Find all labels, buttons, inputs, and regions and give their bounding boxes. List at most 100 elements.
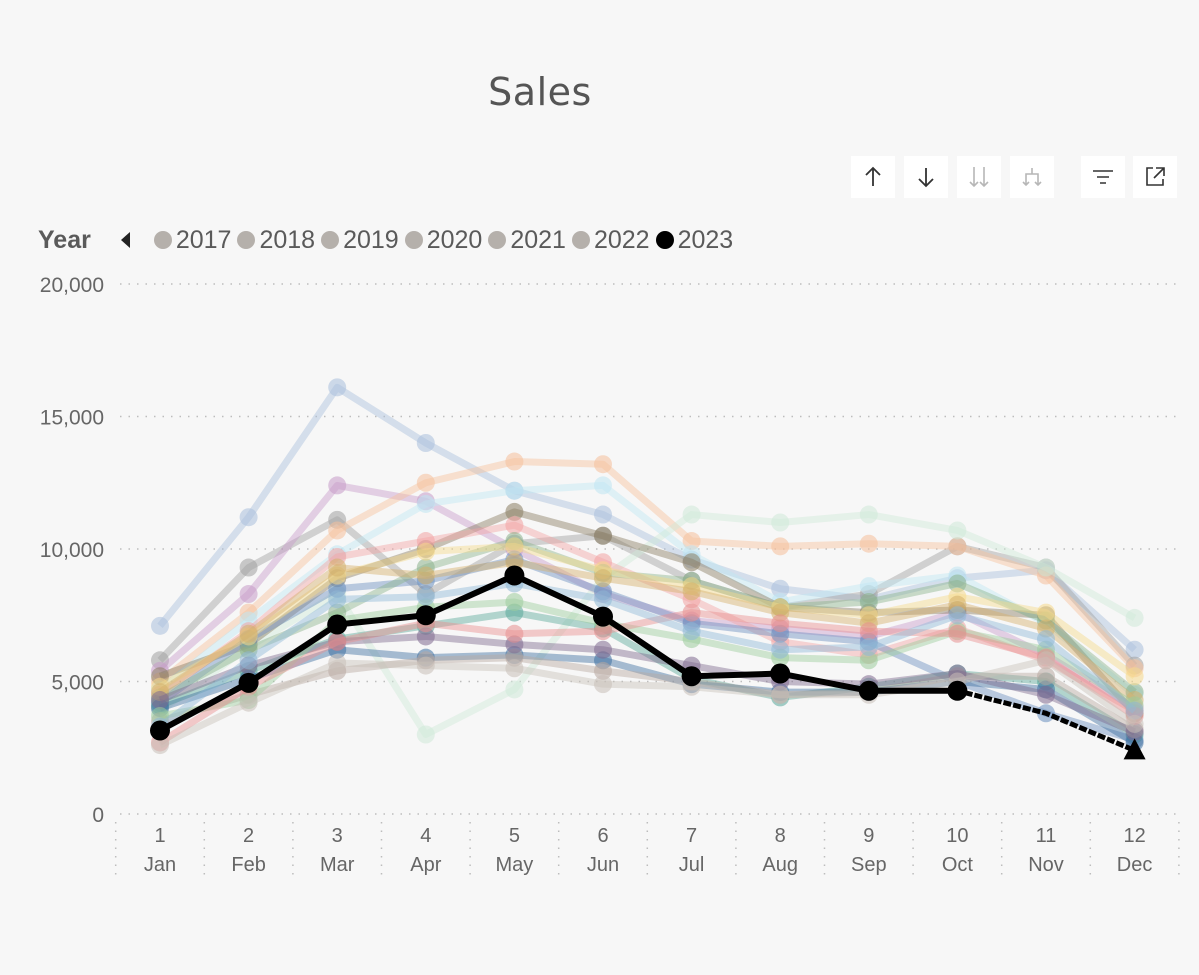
background-series-point: [328, 653, 347, 672]
background-series-point: [328, 590, 347, 609]
background-series-line: [158, 632, 1136, 736]
background-series-point: [771, 685, 790, 704]
legend-item-2018[interactable]: 2018: [237, 226, 315, 255]
sort-ascending-button[interactable]: [851, 156, 895, 198]
background-series-point: [1125, 701, 1144, 720]
background-series-line: [158, 537, 1137, 701]
x-month-label: May: [496, 854, 534, 876]
background-series-line: [158, 542, 1137, 690]
x-tick-label: 6: [597, 825, 608, 847]
background-series-point: [239, 651, 258, 670]
background-series-point: [682, 582, 701, 601]
forecast-end-marker: [1123, 738, 1146, 760]
x-tick-label: 7: [686, 825, 697, 847]
legend-item-2023[interactable]: 2023: [655, 226, 733, 255]
legend-label: 2022: [593, 225, 650, 254]
legend-scroll-left-icon[interactable]: [120, 232, 130, 248]
background-series-point: [1037, 630, 1055, 649]
legend-item-2021[interactable]: 2021: [488, 226, 566, 255]
background-series-point: [1037, 558, 1055, 577]
series-2023-forecast-line: [954, 687, 1138, 754]
legend-item-2019[interactable]: 2019: [321, 226, 399, 255]
x-tick-label: 5: [509, 825, 520, 847]
expand-all-down-button[interactable]: [957, 156, 1001, 198]
background-series-point: [416, 566, 435, 585]
background-series-point: [682, 532, 701, 551]
background-series-point: [948, 537, 967, 556]
drill-down-fork-icon: [1022, 168, 1042, 187]
background-series-line: [158, 508, 1138, 716]
background-series-point: [859, 577, 878, 596]
background-series-point: [328, 378, 347, 397]
background-series-point: [151, 691, 169, 710]
drill-down-button[interactable]: [1010, 156, 1054, 198]
background-series-point: [859, 638, 878, 657]
background-series-line: [157, 481, 1137, 712]
focus-mode-icon: [1146, 167, 1165, 186]
background-series-point: [594, 455, 612, 474]
legend-item-2017[interactable]: 2017: [153, 225, 232, 255]
background-series-point: [416, 434, 435, 452]
legend-marker: [488, 231, 507, 249]
background-series-line: [157, 511, 1137, 738]
focus-mode-button[interactable]: [1133, 156, 1177, 198]
background-series-point: [505, 452, 524, 471]
background-series-point: [505, 659, 524, 678]
filter-button[interactable]: [1081, 156, 1125, 198]
background-series-point: [594, 675, 612, 694]
background-series-point: [594, 526, 612, 545]
expand-all-down-icon: [969, 167, 989, 188]
background-series-point: [859, 534, 878, 553]
background-series-point: [1037, 603, 1055, 622]
legend-label: 2018: [259, 225, 316, 254]
x-month-label: Sep: [851, 854, 887, 876]
background-series-point: [1037, 651, 1055, 670]
sort-ascending-icon: [865, 166, 881, 186]
legend-marker: [237, 231, 256, 249]
series-2023-point: [504, 565, 525, 586]
background-series-point: [505, 516, 524, 535]
background-series-point: [1125, 640, 1144, 659]
legend-marker: [655, 231, 674, 249]
legend-label: 2017: [175, 225, 232, 254]
background-series-point: [771, 640, 790, 659]
x-month-label: Dec: [1117, 854, 1153, 876]
background-series-point: [328, 476, 347, 495]
y-tick-label: 15,000: [40, 407, 104, 430]
background-series-point: [859, 622, 878, 641]
x-tick-label: 4: [420, 825, 431, 847]
background-series-point: [682, 553, 701, 572]
background-series-point: [239, 558, 258, 577]
background-series-point: [1037, 667, 1055, 686]
background-series-point: [1037, 685, 1055, 704]
background-series-point: [416, 473, 435, 492]
legend-label: 2019: [343, 225, 399, 254]
sort-descending-button[interactable]: [904, 156, 948, 198]
background-series-point: [416, 725, 435, 744]
background-series-point: [948, 574, 967, 593]
x-month-label: Feb: [231, 854, 265, 876]
y-tick-label: 5,000: [51, 672, 104, 695]
background-series-point: [239, 508, 258, 527]
x-tick-label: 3: [332, 825, 343, 847]
background-series-line: [158, 656, 1137, 749]
background-series-line: [158, 654, 1137, 733]
x-month-label: Mar: [320, 854, 355, 876]
filter-icon: [1093, 170, 1113, 184]
x-month-label: Aug: [762, 854, 798, 876]
y-tick-label: 20,000: [40, 274, 104, 297]
series-2023-point: [770, 663, 791, 684]
background-series-point: [1125, 714, 1144, 733]
legend-title: Year: [38, 225, 91, 254]
background-series-line: [158, 646, 1137, 746]
series-2023-point: [238, 672, 259, 693]
legend-item-2022[interactable]: 2022: [571, 225, 650, 255]
background-series-point: [594, 505, 612, 524]
legend-item-2020[interactable]: 2020: [404, 226, 482, 255]
y-tick-label: 0: [92, 804, 104, 827]
background-series-point: [682, 505, 701, 524]
background-series-point: [505, 680, 524, 699]
background-series-point: [416, 587, 435, 606]
background-series-point: [416, 627, 435, 646]
